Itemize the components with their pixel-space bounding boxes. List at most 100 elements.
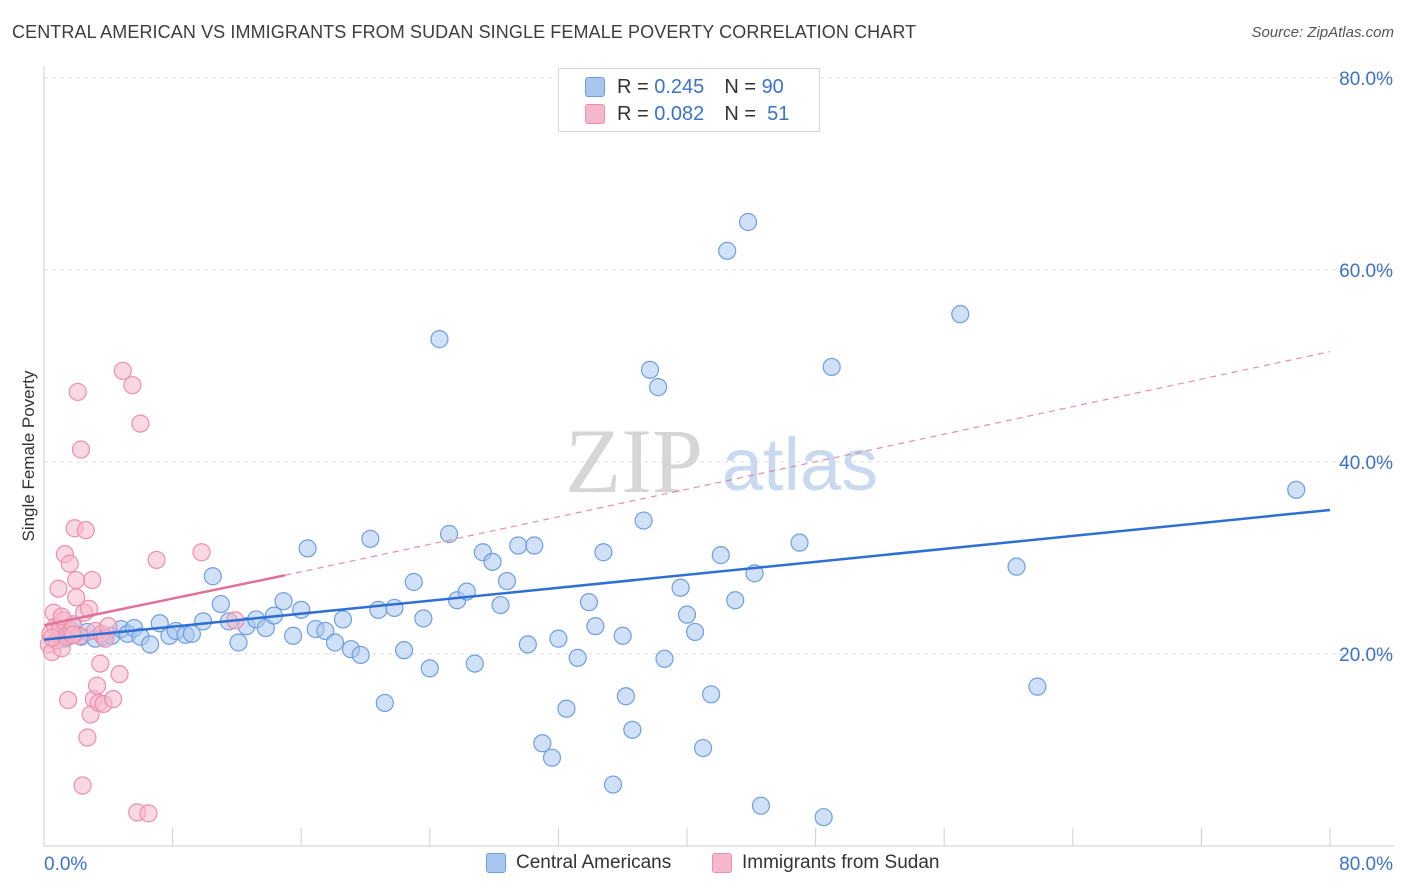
legend-r-label: R =: [617, 102, 649, 125]
sudan-point: [131, 414, 150, 433]
central-americans-point: [640, 360, 660, 379]
central-americans-point: [568, 648, 587, 667]
data-points: [39, 212, 1306, 827]
central-americans-point: [702, 685, 721, 704]
series-legend: Central Americans Immigrants from Sudan: [0, 852, 1406, 878]
central-americans-point: [623, 720, 642, 739]
central-americans-point: [274, 592, 293, 611]
x-tick-label: 80.0%: [1339, 854, 1393, 875]
central-americans-point: [203, 567, 222, 586]
central-americans-point: [325, 633, 345, 652]
y-axis-label: Single Female Poverty: [19, 370, 38, 542]
central-americans-point: [711, 546, 730, 565]
sudan-point: [123, 376, 142, 395]
central-americans-point: [414, 609, 433, 628]
series-swatch-blue: [486, 853, 506, 873]
central-americans-point: [603, 775, 623, 794]
central-americans-point: [822, 357, 841, 377]
legend-row-sudan: R = 0.082 N = 51: [585, 102, 789, 126]
legend-r-value: 0.082: [654, 102, 705, 125]
series-label: Immigrants from Sudan: [742, 852, 940, 873]
chart-title: CENTRAL AMERICAN VS IMMIGRANTS FROM SUDA…: [12, 22, 917, 42]
central-americans-point: [284, 626, 303, 645]
central-americans-point: [211, 594, 230, 614]
sudan-point: [147, 550, 166, 570]
y-tick-label: 80.0%: [1339, 69, 1393, 90]
central-americans-point: [718, 241, 737, 260]
legend-n-label: N =: [724, 75, 756, 98]
central-americans-point: [751, 796, 771, 815]
central-americans-point: [738, 212, 758, 232]
legend-r-label: R =: [617, 75, 649, 98]
sudan-point: [99, 617, 118, 636]
y-tick-label: 60.0%: [1339, 261, 1393, 282]
sudan-point: [113, 361, 132, 380]
central-americans-point: [685, 622, 705, 642]
sudan-point: [73, 776, 92, 795]
sudan-point: [139, 804, 158, 823]
sudan-point: [192, 543, 211, 562]
central-americans-point: [140, 635, 160, 654]
source-label: Source: ZipAtlas.com: [1251, 24, 1394, 41]
y-tick-label: 40.0%: [1339, 453, 1393, 474]
sudan-point: [60, 554, 79, 573]
central-americans-point: [298, 539, 317, 558]
sudan-point: [79, 599, 99, 618]
central-americans-point: [586, 617, 605, 636]
central-americans-point: [1007, 557, 1026, 576]
legend-row-central-americans: R = 0.245 N = 90: [585, 75, 784, 99]
central-americans-point: [375, 693, 394, 713]
series-swatch-pink: [712, 853, 732, 873]
watermark-atlas: atlas: [722, 423, 878, 506]
central-americans-point: [677, 605, 697, 624]
sudan-point: [78, 728, 97, 747]
sudan-trendline: [43, 574, 286, 627]
series-label: Central Americans: [516, 852, 672, 873]
central-americans-point: [404, 572, 423, 592]
series-legend-central-americans: Central Americans: [486, 852, 671, 874]
central-americans-point: [361, 529, 380, 548]
central-americans-point: [814, 808, 833, 827]
central-americans-trendline: [43, 508, 1331, 641]
legend-swatch-blue: [585, 77, 605, 97]
legend-swatch-pink: [585, 104, 605, 124]
central-americans-point: [292, 600, 311, 619]
watermark-zip: ZIP: [565, 410, 703, 512]
trend-lines: [43, 351, 1331, 641]
central-americans-point: [655, 649, 674, 668]
central-americans-point: [648, 378, 668, 397]
x-tick-label: 0.0%: [44, 854, 87, 875]
central-americans-point: [790, 533, 809, 552]
sudan-trendline-extension: [284, 351, 1331, 576]
central-americans-point: [533, 734, 552, 753]
central-americans-point: [229, 633, 248, 652]
sudan-point: [104, 690, 123, 709]
central-americans-point: [726, 591, 745, 610]
central-americans-point: [497, 571, 517, 591]
sudan-point: [71, 440, 91, 459]
central-americans-point: [351, 645, 370, 665]
central-americans-point: [509, 536, 528, 555]
sudan-point: [76, 521, 95, 540]
central-americans-point: [394, 641, 414, 660]
stats-legend: R = 0.245 N = 90 R = 0.082 N = 51: [558, 68, 820, 132]
central-americans-point: [671, 578, 690, 597]
sudan-point: [68, 382, 87, 402]
sudan-point: [49, 579, 68, 598]
legend-n-value: 51: [767, 102, 790, 125]
central-americans-point: [693, 738, 713, 758]
legend-n-value: 90: [761, 75, 784, 98]
central-americans-point: [369, 600, 388, 619]
central-americans-point: [613, 626, 632, 645]
y-tick-label: 20.0%: [1339, 645, 1393, 666]
central-americans-point: [1287, 480, 1306, 499]
central-americans-point: [542, 748, 562, 767]
central-americans-point: [465, 654, 484, 673]
central-americans-point: [430, 330, 449, 349]
axes: [43, 66, 1394, 847]
sudan-point: [67, 588, 86, 607]
sudan-point: [83, 570, 102, 590]
central-americans-point: [333, 610, 353, 629]
central-americans-point: [525, 536, 544, 555]
